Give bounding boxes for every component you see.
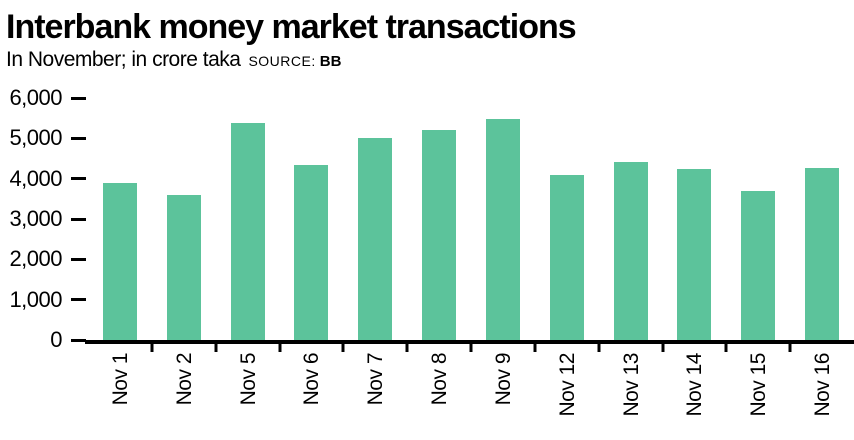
y-tick-mark [71,257,86,261]
y-tick-mark [71,136,86,140]
bar-slot [279,98,343,341]
y-tick-label: 3,000 [9,206,62,232]
y-axis: 0 1,000 2,000 3,000 4,000 5,000 6,000 [0,87,88,351]
chart-title: Interbank money market transactions [6,8,577,46]
x-axis-label: Nov 14 [683,353,707,417]
y-tick-mark [71,298,86,302]
bar-slot [599,98,663,341]
bar-nov-5 [230,123,265,341]
y-tick-label: 4,000 [9,165,62,191]
bar-nov-15 [741,191,776,341]
bar-slot [535,98,599,341]
bar-nov-1 [102,183,137,341]
source-label: SOURCE: [248,53,316,70]
x-axis-label: Nov 6 [300,353,324,406]
bar-slot [152,98,216,341]
x-axis-label: Nov 5 [236,353,260,406]
y-tick-mark [71,338,86,342]
x-label-slot: Nov 2 [152,344,216,434]
x-tick-mark [788,344,792,353]
y-tick-mark [71,96,86,100]
x-tick-mark [661,344,664,353]
bar-slot [790,98,854,341]
x-axis-label: Nov 13 [619,353,643,417]
x-tick-mark [214,344,218,353]
y-tick: 1,000 [9,286,86,312]
plot [85,98,854,353]
bar-nov-6 [294,165,329,341]
x-tick-mark [724,344,728,353]
bars [88,98,854,341]
x-axis-line [85,340,854,345]
x-axis-label: Nov 2 [172,353,196,406]
x-axis-label: Nov 1 [108,353,132,406]
x-axis-label: Nov 15 [747,353,771,417]
chart-subtitle-row: In November; in crore taka SOURCE: BB [6,48,854,72]
x-tick-mark [469,344,473,353]
x-tick-mark [597,344,601,353]
x-axis-labels: Nov 1 Nov 2 Nov 5 Nov 6 Nov 7 Nov 8 Nov 9 Nov 1… [88,344,854,434]
x-tick-mark [278,344,281,353]
x-axis-label: Nov 16 [811,353,835,417]
y-tick-label: 6,000 [9,85,62,111]
x-axis-label: Nov 8 [428,353,452,406]
y-tick-label: 5,000 [9,125,62,151]
bar-slot [471,98,535,341]
plot-area: 0 1,000 2,000 3,000 4,000 5,000 6,000 [0,87,854,353]
bar-slot [726,98,790,341]
x-label-slot: Nov 15 [726,344,790,434]
y-tick: 4,000 [9,165,86,191]
x-axis-label: Nov 9 [491,353,515,406]
x-tick-mark [341,344,345,353]
bar-chart: 0 1,000 2,000 3,000 4,000 5,000 6,000 Nov 1 Nov… [0,87,854,434]
bar-nov-7 [358,138,393,341]
x-axis-label: Nov 7 [364,353,388,406]
x-label-slot: Nov 7 [343,344,407,434]
bar-slot [343,98,407,341]
chart-header: Interbank money market transactions In N… [0,0,854,72]
y-tick: 5,000 [9,127,86,149]
y-tick-mark [71,177,86,181]
chart-subtitle: In November; in crore taka [6,48,241,72]
x-tick-mark [405,344,409,353]
x-label-slot: Nov 12 [535,344,599,434]
bar-slot [407,98,471,341]
x-label-slot: Nov 14 [662,344,726,434]
y-tick-label: 1,000 [9,286,62,312]
x-label-slot: Nov 6 [279,344,343,434]
bar-nov-9 [485,119,520,341]
y-tick-label: 0 [50,327,62,353]
source-value: BB [319,53,342,71]
x-label-slot: Nov 16 [790,344,854,434]
bar-slot [662,98,726,341]
x-tick-mark [150,344,154,353]
bar-nov-12 [549,175,584,341]
bar-nov-16 [805,168,840,341]
x-tick-mark [533,344,537,353]
x-label-slot: Nov 13 [599,344,663,434]
bar-slot [216,98,280,341]
y-tick-mark [71,217,86,221]
bar-nov-13 [613,161,648,341]
y-tick-label: 2,000 [9,246,62,272]
y-tick: 6,000 [9,87,86,109]
x-label-slot: Nov 5 [216,344,280,434]
y-tick: 2,000 [9,248,86,270]
bar-nov-2 [166,194,201,341]
bar-nov-8 [422,129,457,341]
bar-slot [88,98,152,341]
y-tick: 3,000 [9,208,86,230]
x-axis-label: Nov 12 [555,353,579,417]
x-label-slot: Nov 1 [88,344,152,434]
x-label-slot: Nov 9 [471,344,535,434]
x-label-slot: Nov 8 [407,344,471,434]
bar-nov-14 [677,168,712,341]
y-tick: 0 [50,329,86,351]
